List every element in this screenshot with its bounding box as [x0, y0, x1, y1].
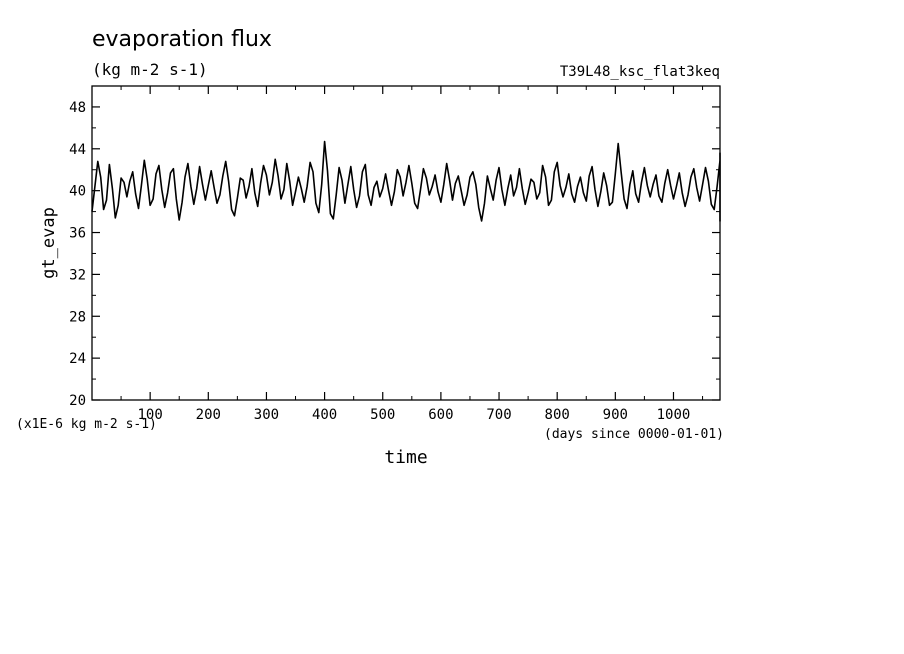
tick-marks [92, 86, 720, 401]
y-tick-label: 20 [69, 393, 86, 409]
x-tick-label: 200 [196, 407, 221, 423]
x-units-label: (days since 0000-01-01) [544, 427, 724, 442]
y-units-label: (x1E-6 kg m-2 s-1) [16, 417, 157, 432]
x-tick-label: 500 [370, 407, 395, 423]
y-axis-label: gt_evap [39, 207, 59, 279]
y-tick-label: 36 [69, 226, 86, 242]
y-tick-label: 44 [69, 142, 86, 158]
x-tick-label: 700 [486, 407, 511, 423]
x-tick-label: 800 [545, 407, 570, 423]
y-tick-label: 32 [69, 267, 86, 283]
x-tick-label: 300 [254, 407, 279, 423]
x-axis-label: time [384, 447, 427, 468]
chart-subtitle: (kg m-2 s-1) [92, 60, 208, 79]
x-tick-label: 100 [137, 407, 162, 423]
y-tick-label: 48 [69, 100, 86, 116]
series-line [91, 140, 721, 222]
chart-title: evaporation flux [92, 27, 272, 52]
y-tick-labels: 20 24 28 32 36 40 44 48 [69, 100, 86, 409]
x-tick-label: 600 [428, 407, 453, 423]
y-tick-label: 24 [69, 351, 86, 367]
run-label: T39L48_ksc_flat3keq [560, 64, 720, 80]
x-tick-label: 400 [312, 407, 337, 423]
y-tick-label: 28 [69, 309, 86, 325]
x-tick-label: 1000 [657, 407, 691, 423]
x-tick-label: 900 [603, 407, 628, 423]
y-tick-label: 40 [69, 184, 86, 200]
plot-frame [91, 85, 721, 401]
x-tick-labels: 100 200 300 400 500 600 700 800 900 1000 [137, 407, 690, 423]
